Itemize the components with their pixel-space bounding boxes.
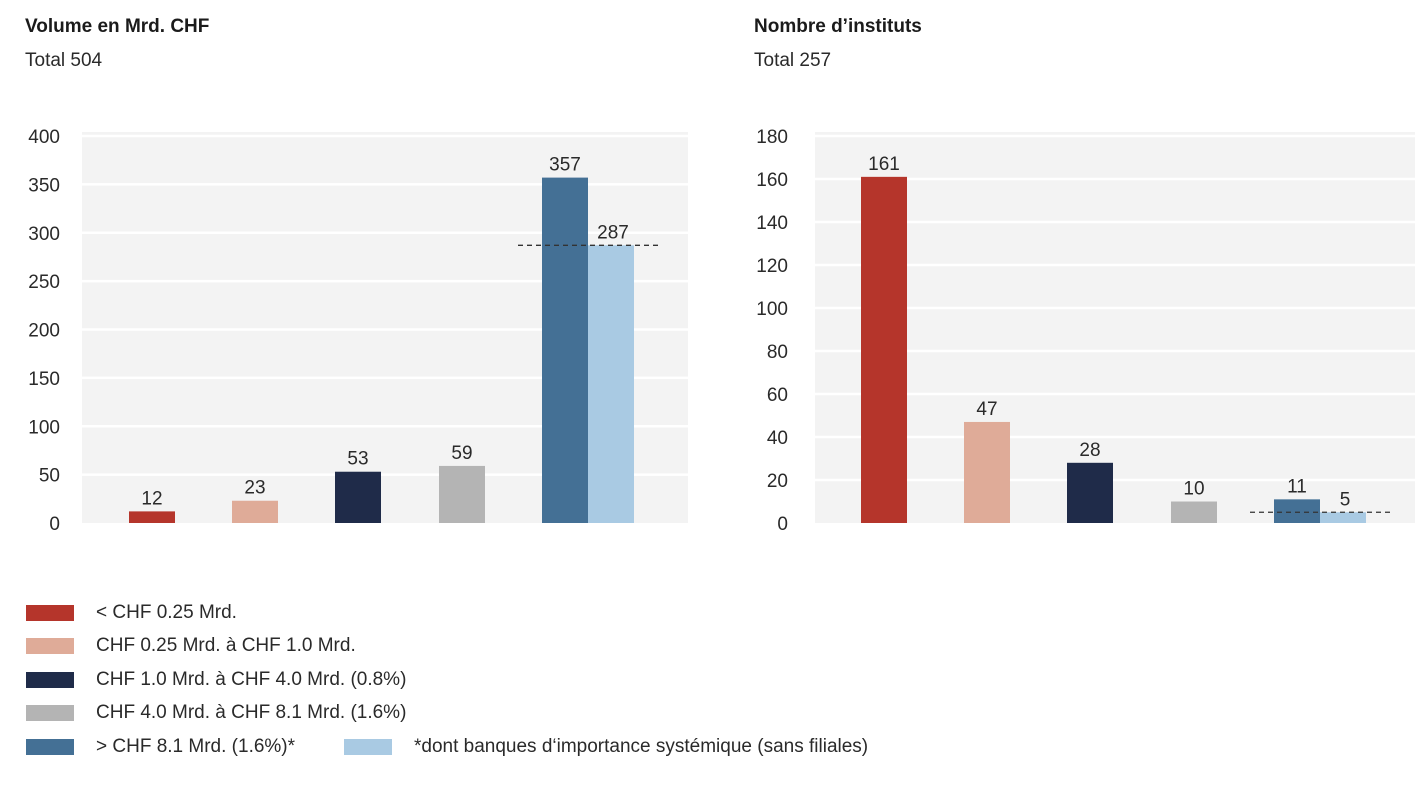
legend-swatch [26, 638, 74, 654]
bar [861, 176, 907, 523]
bar [1067, 462, 1113, 523]
y-tick-label: 400 [28, 127, 60, 148]
bar [439, 465, 485, 523]
volume-bar-chart: 0 50 100 150 200 250 300 350 400 12 23 53 59 357 287 [28, 127, 688, 535]
legend-item: CHF 1.0 Mrd. à CHF 4.0 Mrd. (0.8%) [26, 669, 406, 691]
legend-item: *dont banques d‘importance systémique (s… [344, 736, 868, 758]
legend-label: *dont banques d‘importance systémique (s… [414, 736, 869, 757]
bar [542, 177, 588, 524]
y-tick-label: 0 [777, 514, 788, 535]
data-label: 23 [244, 478, 265, 499]
data-label: 357 [549, 155, 581, 176]
bar [1274, 499, 1320, 523]
y-tick-label: 100 [756, 299, 788, 320]
data-label: 287 [597, 222, 629, 243]
bar [129, 511, 175, 523]
data-label: 10 [1183, 479, 1204, 500]
chart-title-volume: Volume en Mrd. CHF [25, 16, 210, 37]
legend-label: CHF 4.0 Mrd. à CHF 8.1 Mrd. (1.6%) [96, 702, 407, 723]
legend-label: > CHF 8.1 Mrd. (1.6%)* [96, 736, 296, 757]
legend-label: CHF 1.0 Mrd. à CHF 4.0 Mrd. (0.8%) [96, 669, 407, 690]
sub-bar [588, 245, 634, 523]
y-tick-label: 200 [28, 321, 60, 342]
bar [964, 421, 1010, 523]
chart-total-institutions: Total 257 [754, 50, 832, 71]
sub-bar [1320, 512, 1366, 523]
y-tick-label: 150 [28, 369, 60, 390]
bar [1171, 501, 1217, 523]
y-tick-label: 120 [756, 256, 788, 277]
y-tick-label: 160 [756, 170, 788, 191]
data-label: 161 [868, 154, 900, 175]
data-label: 12 [141, 488, 162, 509]
y-tick-label: 80 [767, 342, 788, 363]
legend-swatch [26, 672, 74, 688]
legend-label: < CHF 0.25 Mrd. [96, 602, 237, 623]
legend-swatch [26, 705, 74, 721]
legend-item: > CHF 8.1 Mrd. (1.6%)* [26, 736, 295, 758]
chart-total-volume: Total 504 [25, 50, 103, 71]
data-label: 53 [347, 449, 368, 470]
data-label: 5 [1340, 489, 1351, 510]
bar [335, 471, 381, 523]
data-label: 11 [1287, 476, 1307, 497]
data-label: 28 [1079, 440, 1100, 461]
chart-title-institutions: Nombre d’instituts [754, 16, 922, 37]
y-tick-label: 60 [767, 385, 788, 406]
y-tick-label: 40 [767, 428, 788, 449]
y-tick-label: 0 [49, 514, 60, 535]
legend-item: CHF 0.25 Mrd. à CHF 1.0 Mrd. [26, 635, 356, 657]
legend-swatch [26, 605, 74, 621]
y-tick-label: 100 [28, 417, 60, 438]
y-tick-label: 140 [756, 213, 788, 234]
institutions-bar-chart: 0 20 40 60 80 100 120 140 160 180 161 47 28 10 11 5 [756, 127, 1415, 535]
data-label: 47 [976, 399, 997, 420]
legend-label: CHF 0.25 Mrd. à CHF 1.0 Mrd. [96, 635, 356, 656]
legend-item: < CHF 0.25 Mrd. [26, 602, 237, 624]
bar [232, 500, 278, 523]
legend-item: CHF 4.0 Mrd. à CHF 8.1 Mrd. (1.6%) [26, 702, 406, 724]
y-tick-label: 250 [28, 272, 60, 293]
y-tick-label: 50 [39, 466, 60, 487]
y-tick-label: 350 [28, 175, 60, 196]
data-label: 59 [451, 443, 472, 464]
legend-swatch [344, 739, 392, 755]
y-tick-label: 180 [756, 127, 788, 148]
y-tick-label: 300 [28, 224, 60, 245]
plot-area [815, 132, 1415, 523]
legend-swatch [26, 739, 74, 755]
y-tick-label: 20 [767, 471, 788, 492]
